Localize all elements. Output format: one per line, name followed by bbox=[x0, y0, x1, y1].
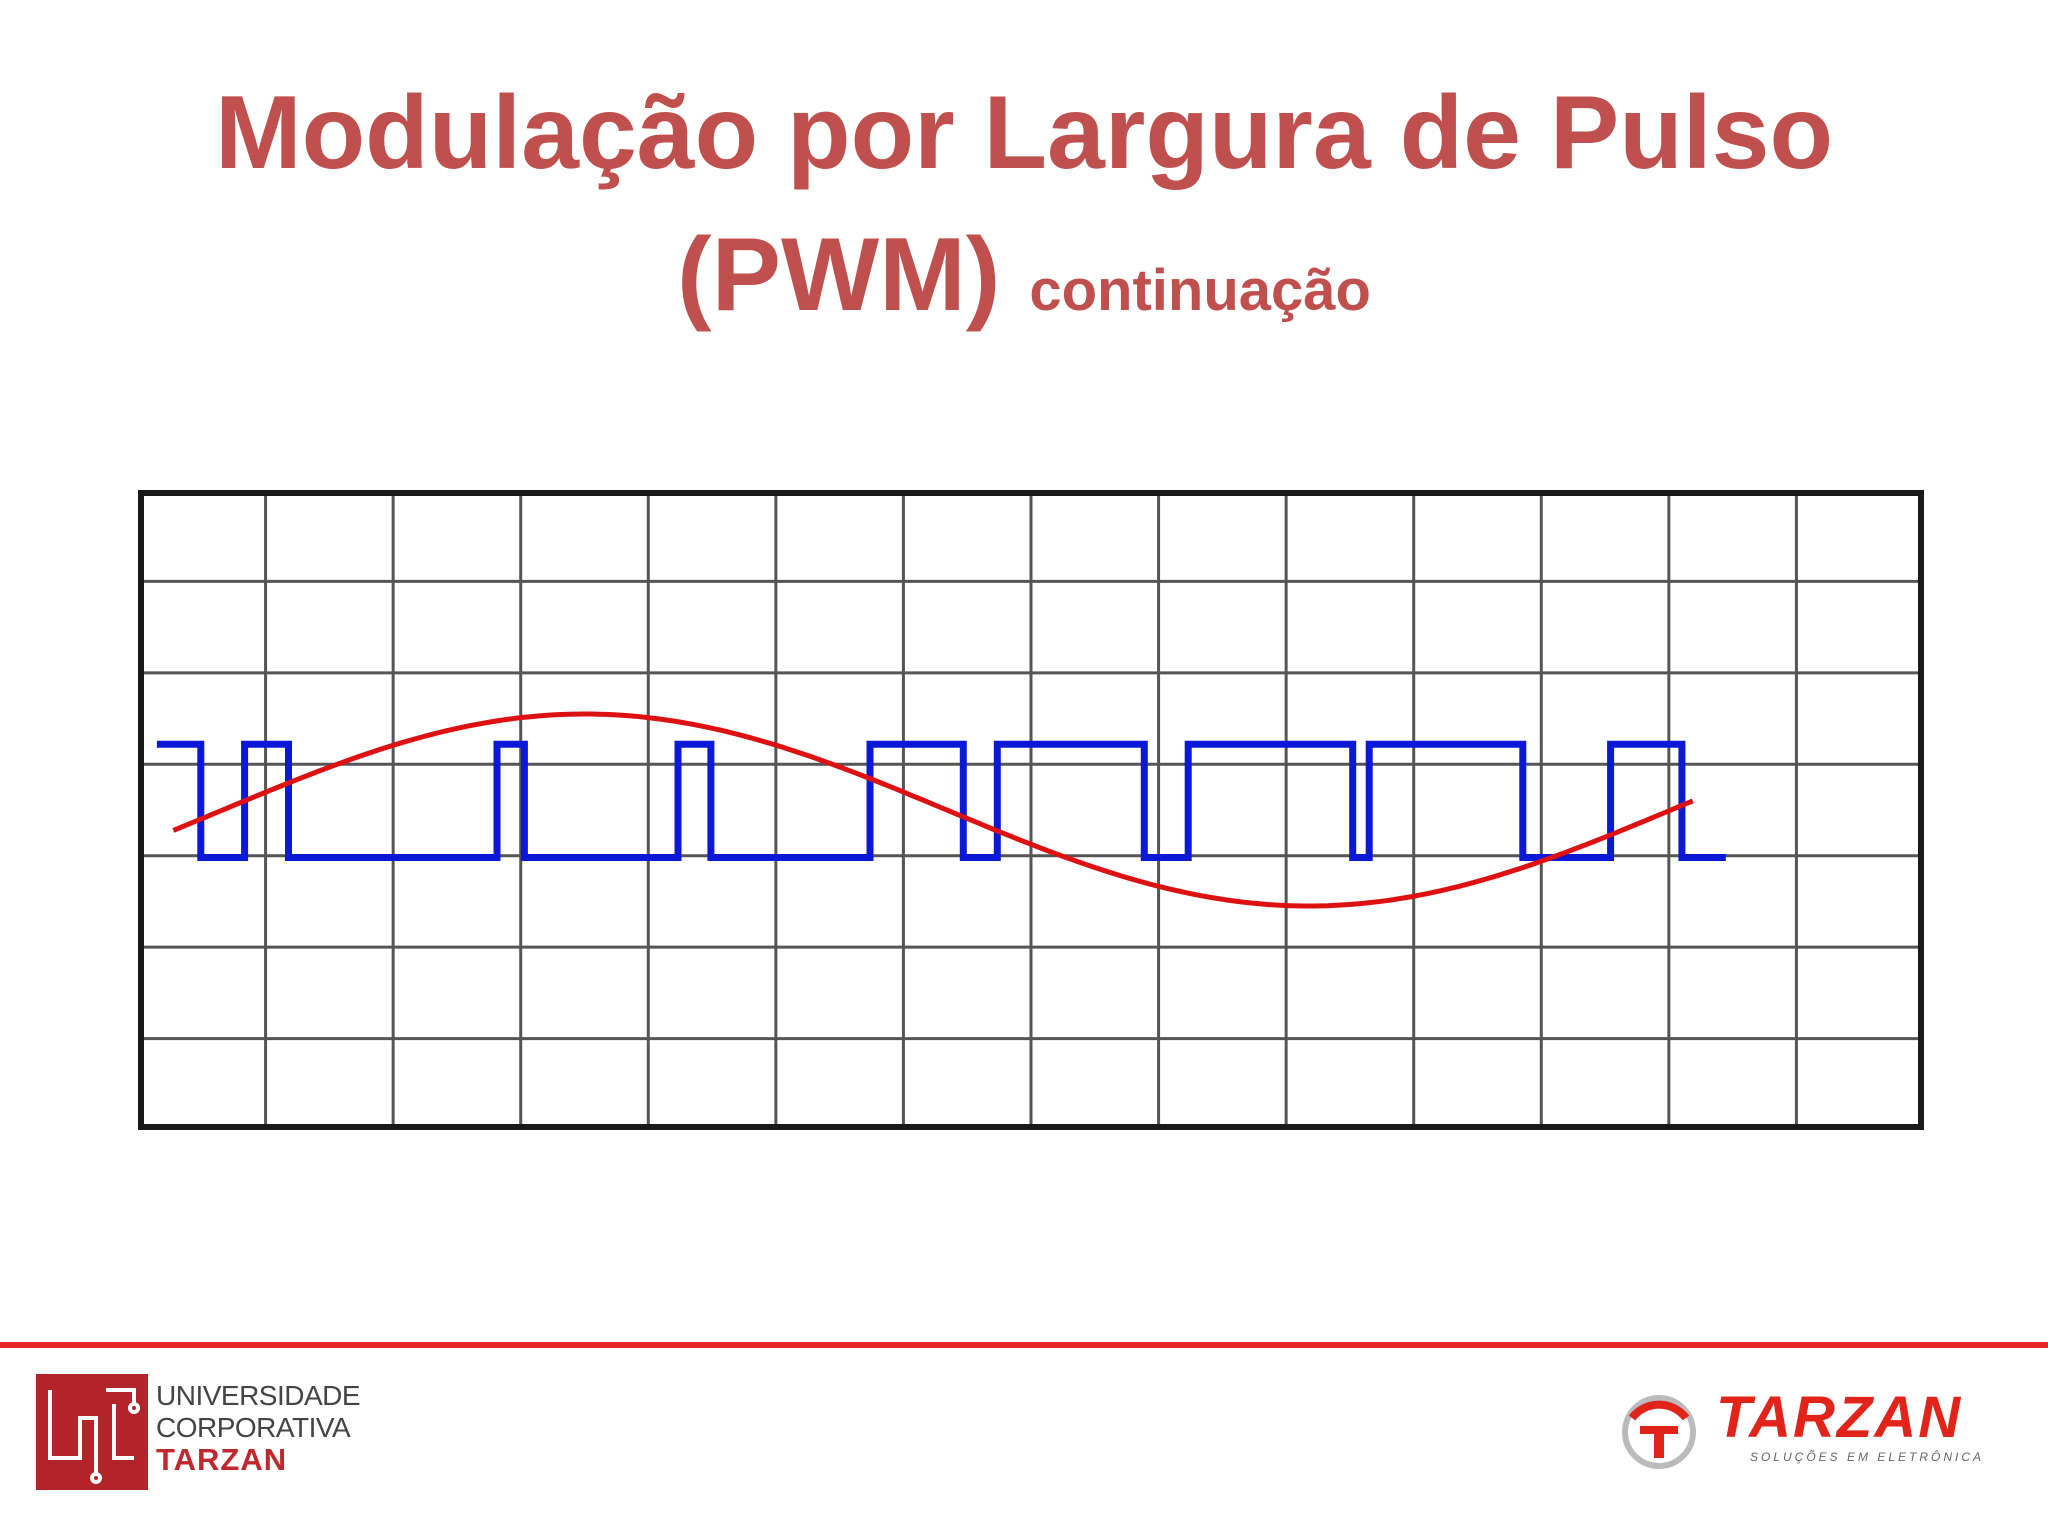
sine-reference-line bbox=[172, 711, 1694, 909]
figure-frame bbox=[138, 490, 1924, 1130]
company-name: TARZAN bbox=[1716, 1385, 1963, 1450]
tarzan-emblem-icon bbox=[1622, 1395, 1696, 1469]
grid-lines bbox=[138, 490, 1924, 1130]
slide-title: Modulação por Largura de Pulso (PWM) con… bbox=[0, 62, 2048, 362]
title-pwm: (PWM) bbox=[677, 217, 1001, 333]
university-line-2: CORPORATIVA bbox=[156, 1412, 351, 1443]
title-line-2: (PWM) continuação bbox=[0, 204, 2048, 362]
universidade-corporativa-logo: UNIVERSIDADE CORPORATIVA TARZAN bbox=[36, 1374, 366, 1490]
pwm-waveform-figure bbox=[138, 490, 1924, 1130]
title-line-1: Modulação por Largura de Pulso bbox=[215, 75, 1833, 191]
company-tagline: SOLUÇÕES EM ELETRÔNICA bbox=[1750, 1450, 1985, 1464]
university-line-3: TARZAN bbox=[156, 1442, 288, 1477]
circuit-logo-icon bbox=[36, 1374, 148, 1490]
university-line-1: UNIVERSIDADE bbox=[156, 1380, 361, 1411]
tarzan-company-logo: TARZAN SOLUÇÕES EM ELETRÔNICA bbox=[1620, 1386, 2020, 1472]
university-name: UNIVERSIDADE CORPORATIVA TARZAN bbox=[156, 1380, 361, 1477]
title-continuation: continuação bbox=[1029, 258, 1371, 323]
footer-divider bbox=[0, 1342, 2048, 1348]
pwm-signal-line bbox=[156, 740, 1726, 861]
